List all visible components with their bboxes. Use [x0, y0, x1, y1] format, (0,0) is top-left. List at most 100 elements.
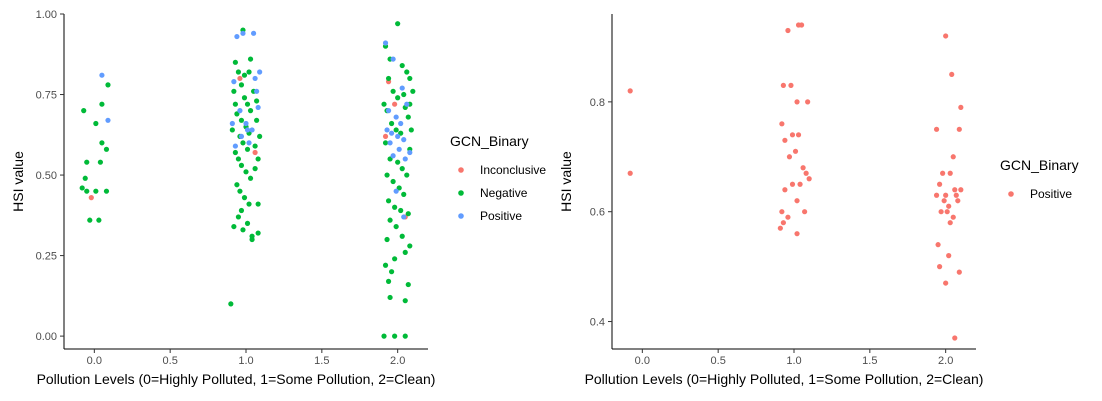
left-point-negative — [240, 227, 246, 233]
right-x-tick-label: 0.5 — [711, 355, 726, 367]
right-x-tick-label: 0.0 — [635, 355, 650, 367]
left-point-negative — [381, 333, 387, 339]
left-point-positive — [398, 120, 404, 127]
left-point-positive — [243, 120, 249, 127]
left-point-positive — [249, 127, 255, 133]
right-y-ticks: 0.4 0.6 0.8 — [590, 97, 612, 329]
left-legend-key-inconclusive — [458, 167, 464, 173]
left-point-negative — [389, 269, 395, 275]
left-point-negative — [404, 69, 410, 75]
left-point-negative — [97, 159, 103, 165]
right-legend-key-positive — [1008, 191, 1014, 197]
left-point-negative — [405, 281, 411, 288]
right-x-ticks: 0.0 0.5 1.0 1.5 2.0 — [635, 349, 953, 367]
left-point-negative — [404, 172, 410, 178]
right-point-positive — [794, 99, 800, 105]
left-point-negative — [243, 169, 249, 175]
right-point-positive — [937, 264, 943, 270]
right-point-positive — [800, 165, 806, 171]
left-point-negative — [254, 117, 260, 123]
left-point-negative — [393, 127, 399, 133]
left-point-negative — [103, 188, 110, 194]
right-y-tick-label: 0.6 — [590, 207, 605, 219]
left-point-negative — [235, 214, 242, 220]
right-point-positive — [958, 104, 964, 110]
left-point-negative — [99, 101, 105, 107]
right-point-positive — [940, 170, 946, 176]
right-point-positive — [947, 220, 953, 226]
left-x-tick-label: 0.5 — [163, 355, 178, 367]
right-point-positive — [803, 170, 809, 176]
left-point-negative — [84, 188, 90, 194]
left-point-positive — [399, 85, 405, 91]
left-point-negative — [254, 98, 260, 104]
left-point-negative — [240, 140, 246, 146]
right-point-positive — [950, 214, 956, 220]
right-point-positive — [794, 231, 800, 237]
right-legend-title: GCN_Binary — [1000, 157, 1079, 173]
right-point-positive — [933, 192, 940, 198]
left-point-negative — [408, 127, 414, 133]
right-point-positive — [943, 33, 949, 39]
right-point-positive — [956, 126, 962, 132]
left-point-negative — [99, 140, 105, 146]
left-point-negative — [235, 156, 242, 162]
left-y-ticks: 0.00 0.25 0.50 0.75 1.00 — [36, 9, 64, 343]
left-point-negative — [234, 182, 240, 188]
right-x-axis-title: Pollution Levels (0=Highly Polluted, 1=S… — [585, 371, 984, 387]
left-point-inconclusive — [252, 149, 258, 156]
right-point-positive — [938, 209, 944, 215]
left-point-negative — [393, 223, 399, 230]
right-point-positive — [779, 209, 785, 215]
left-point-negative — [93, 120, 99, 127]
left-x-ticks: 0.0 0.5 1.0 1.5 2.0 — [87, 349, 405, 367]
left-point-inconclusive — [237, 75, 243, 82]
left-point-positive — [105, 117, 111, 123]
right-point-positive — [950, 154, 956, 160]
left-x-tick-label: 1.0 — [238, 355, 253, 367]
right-point-positive — [794, 198, 800, 204]
left-point-positive — [389, 130, 395, 136]
right-point-positive — [795, 132, 802, 138]
right-x-tick-label: 2.0 — [938, 355, 953, 367]
left-point-negative — [390, 88, 396, 94]
left-point-negative — [405, 114, 411, 120]
left-point-positive — [99, 72, 105, 78]
left-point-negative — [407, 75, 413, 82]
left-point-negative — [385, 75, 392, 82]
left-point-negative — [82, 175, 88, 181]
left-point-negative — [244, 101, 251, 107]
right-y-tick-label: 0.4 — [590, 317, 605, 329]
left-point-inconclusive — [88, 195, 94, 201]
left-point-negative — [399, 233, 405, 239]
right-point-positive — [797, 181, 803, 187]
right-point-positive — [779, 121, 785, 127]
right-y-tick-label: 0.8 — [590, 97, 605, 109]
left-point-positive — [254, 88, 260, 94]
right-point-positive — [946, 203, 952, 209]
right-chart: 0.0 0.5 1.0 1.5 2.0 0.4 0.6 0.8 Pollution Leve… — [558, 14, 1079, 387]
right-point-positive — [943, 280, 949, 286]
left-point-negative — [228, 301, 234, 307]
left-point-negative — [387, 294, 393, 301]
left-point-positive — [390, 56, 396, 62]
left-point-positive — [240, 30, 246, 36]
left-point-negative — [87, 217, 93, 223]
left-point-negative — [402, 298, 408, 304]
right-point-positive — [935, 242, 941, 248]
left-point-positive — [395, 133, 401, 140]
left-point-negative — [93, 188, 99, 194]
left-point-positive — [255, 104, 261, 111]
right-point-positive — [802, 209, 808, 215]
right-point-positive — [953, 192, 959, 198]
right-point-positive — [792, 148, 799, 154]
right-point-positive — [627, 88, 633, 94]
right-point-positive — [627, 170, 633, 176]
right-point-positive — [805, 99, 811, 105]
left-point-negative — [255, 201, 261, 207]
right-point-positive — [780, 220, 786, 226]
left-point-negative — [252, 166, 258, 172]
left-point-negative — [382, 262, 389, 268]
left-point-negative — [392, 204, 398, 210]
